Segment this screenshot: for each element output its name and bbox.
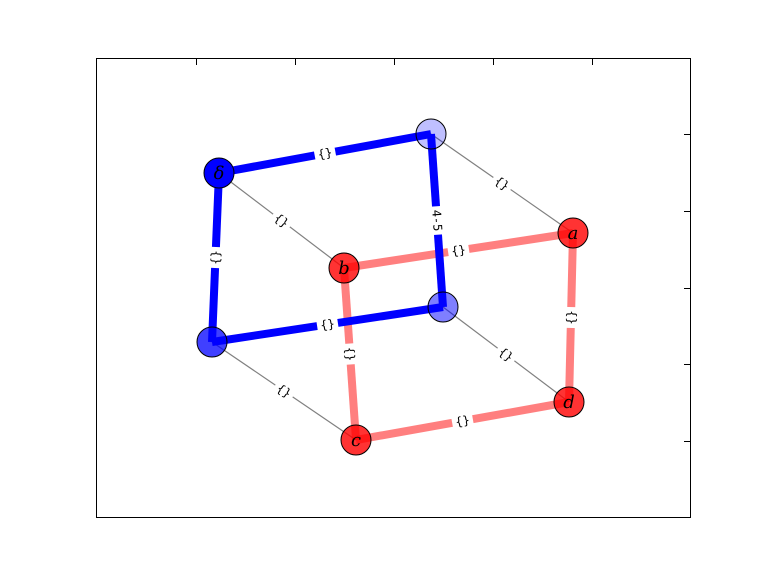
node-n4 bbox=[415, 118, 447, 150]
edge-label-text: {} bbox=[319, 316, 335, 332]
node-circle bbox=[427, 291, 459, 323]
edge-labels: {} {} {} {} {} 4-5 {} {} {} {} {} {} bbox=[207, 143, 580, 431]
edge-label-n5-d: {} bbox=[492, 341, 520, 368]
edge-label-background bbox=[488, 170, 516, 197]
edge-label-text: {} bbox=[496, 345, 516, 365]
edge-label-background bbox=[492, 341, 520, 368]
edge-label-delta-b: {} bbox=[268, 207, 295, 234]
edge-label-background bbox=[562, 306, 580, 329]
right-axis-ticks bbox=[684, 134, 690, 442]
edges bbox=[208, 130, 577, 444]
node-b: b bbox=[328, 252, 360, 284]
node-label: c bbox=[351, 430, 361, 451]
node-circle bbox=[557, 217, 589, 249]
edge-label-text: {} bbox=[274, 381, 294, 401]
edge-label-background bbox=[315, 315, 340, 334]
edge-label-background bbox=[450, 411, 475, 431]
edge-label-background bbox=[268, 207, 295, 234]
plot-frame bbox=[96, 58, 691, 518]
node-n6 bbox=[196, 326, 228, 358]
node-label: a bbox=[568, 223, 579, 244]
edge-label-text: {} bbox=[317, 145, 334, 161]
edge-label-a-d: {} bbox=[562, 306, 580, 329]
edge-label-n6-c: {} bbox=[270, 378, 298, 404]
edge-label-background bbox=[270, 378, 298, 404]
edge-label-background bbox=[313, 143, 337, 164]
node-label: δ bbox=[214, 163, 225, 184]
edge-label-text: {} bbox=[454, 413, 471, 429]
node-circle bbox=[196, 326, 228, 358]
top-axis-ticks bbox=[196, 59, 593, 65]
edge-label-n6-delta: {} bbox=[207, 246, 224, 269]
edge-label-text: {} bbox=[343, 346, 358, 361]
edge-label-n5-n6: {} bbox=[315, 315, 340, 334]
node-a: a bbox=[557, 217, 589, 249]
node-delta: δ bbox=[203, 157, 235, 189]
node-circle bbox=[553, 386, 585, 418]
edge-label-text: {} bbox=[450, 242, 466, 258]
node-circle bbox=[415, 118, 447, 150]
edge-label-background bbox=[207, 246, 224, 269]
edge-label-b-c: {} bbox=[341, 342, 359, 366]
edge-label-delta-n4: {} bbox=[313, 143, 337, 164]
edge-label-text: {} bbox=[208, 250, 223, 265]
edge-label-background bbox=[428, 205, 446, 236]
node-n5 bbox=[427, 291, 459, 323]
node-c: c bbox=[340, 424, 372, 456]
edge-label-text: {} bbox=[492, 174, 512, 194]
edge-label-text: {} bbox=[564, 310, 578, 325]
node-circle bbox=[328, 252, 360, 284]
nodes: a b c d δ bbox=[196, 118, 589, 456]
edge-label-text: 4-5 bbox=[429, 209, 444, 232]
edge-label-a-b: {} bbox=[446, 241, 471, 260]
edge-label-n4-a: {} bbox=[488, 170, 516, 197]
node-circle bbox=[340, 424, 372, 456]
node-d: d bbox=[553, 386, 585, 418]
node-label: d bbox=[563, 392, 575, 413]
node-circle bbox=[203, 157, 235, 189]
edge-label-text: {} bbox=[272, 211, 292, 231]
edge-label-n4-n5: 4-5 bbox=[428, 205, 446, 236]
edge-label-c-d: {} bbox=[450, 411, 475, 431]
edge-label-background bbox=[341, 342, 359, 366]
edge-label-background bbox=[446, 241, 471, 260]
node-label: b bbox=[338, 258, 350, 279]
